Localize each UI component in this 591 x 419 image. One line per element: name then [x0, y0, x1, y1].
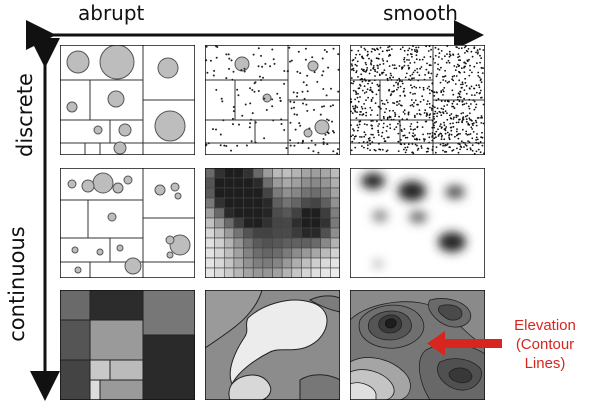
- axis-label-smooth: smooth: [383, 1, 458, 25]
- annotation-line-3: Lines): [524, 355, 566, 372]
- annotation-line-2: (Contour: [515, 336, 575, 353]
- annotation-elevation: Elevation (Contour Lines): [500, 316, 590, 373]
- panel-continuous-mid: [205, 290, 340, 400]
- panel-discrete-abrupt: [60, 45, 195, 155]
- annotation-line-1: Elevation: [514, 317, 576, 334]
- panel-discrete-mid: [205, 45, 340, 155]
- panel-discrete-smooth: [350, 45, 485, 155]
- axis-label-discrete: discrete: [13, 73, 37, 157]
- axis-label-abrupt: abrupt: [78, 1, 145, 25]
- panel-mid-abrupt: [60, 168, 195, 278]
- panel-mid-smooth: [350, 168, 485, 278]
- panel-continuous-smooth: [350, 290, 485, 400]
- red-arrow-icon: [427, 331, 502, 356]
- axis-label-continuous: continuous: [5, 226, 29, 342]
- panel-mid-mid: [205, 168, 340, 278]
- panel-continuous-abrupt: [60, 290, 195, 400]
